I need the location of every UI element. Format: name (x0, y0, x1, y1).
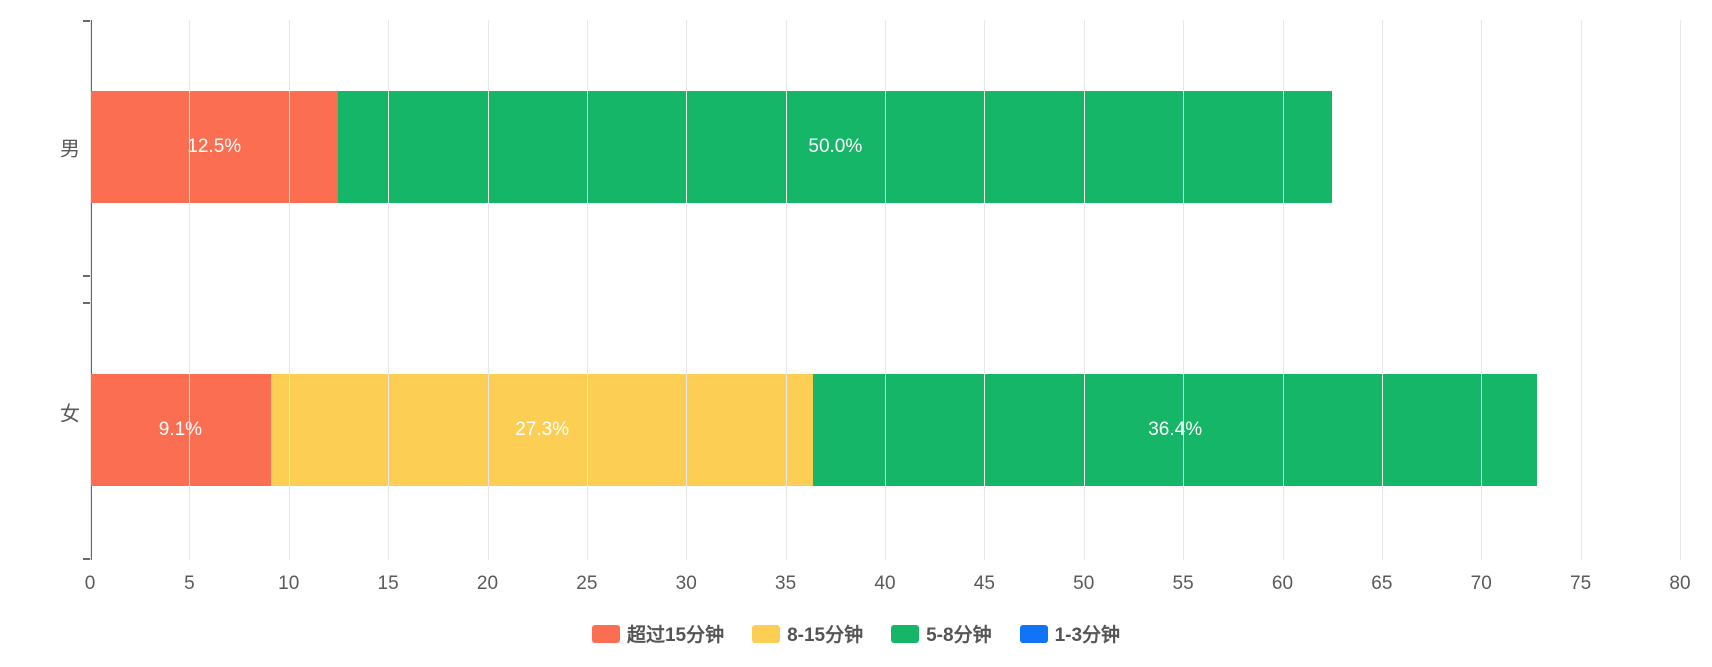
grid-line (686, 20, 687, 560)
bar-segment: 9.1% (90, 374, 271, 486)
legend-swatch (891, 625, 919, 643)
grid-line (1283, 20, 1284, 560)
y-category-label: 男 (60, 133, 80, 162)
y-category-label: 女 (60, 398, 80, 427)
x-tick-label: 55 (1173, 573, 1194, 595)
x-tick-label: 80 (1669, 573, 1690, 595)
grid-line (189, 20, 190, 560)
x-tick-label: 35 (775, 573, 796, 595)
grid-line (388, 20, 389, 560)
x-tick-label: 0 (85, 573, 96, 595)
legend-item[interactable]: 1-3分钟 (1020, 620, 1120, 647)
x-tick-label: 20 (477, 573, 498, 595)
grid-line (1481, 20, 1482, 560)
legend-label: 超过15分钟 (627, 620, 724, 647)
plot-area: 12.5%50.0% 9.1%27.3%36.4% (90, 20, 1680, 560)
grid-line (984, 20, 985, 560)
x-tick-label: 40 (874, 573, 895, 595)
legend: 超过15分钟 8-15分钟 5-8分钟 1-3分钟 (0, 620, 1712, 647)
grid-line (289, 20, 290, 560)
bar-segment: 27.3% (271, 374, 814, 486)
bar-segment: 36.4% (813, 374, 1536, 486)
y-tick (83, 20, 90, 22)
legend-swatch (592, 625, 620, 643)
grid-line (786, 20, 787, 560)
grid-line (488, 20, 489, 560)
x-tick-label: 30 (676, 573, 697, 595)
x-tick-label: 25 (576, 573, 597, 595)
x-tick-label: 5 (184, 573, 195, 595)
y-tick (83, 275, 90, 277)
x-tick-label: 65 (1371, 573, 1392, 595)
bar-row-male: 12.5%50.0% (90, 91, 1332, 203)
chart-container: 男 女 12.5%50.0% 9.1%27.3%36.4% 0 5 10 15 20 25… (0, 0, 1712, 667)
legend-label: 8-15分钟 (787, 620, 863, 647)
y-tick (83, 302, 90, 304)
legend-swatch (752, 625, 780, 643)
grid-line (1183, 20, 1184, 560)
grid-line (885, 20, 886, 560)
x-tick-label: 50 (1073, 573, 1094, 595)
grid-line (1382, 20, 1383, 560)
legend-label: 1-3分钟 (1055, 620, 1120, 647)
legend-swatch (1020, 625, 1048, 643)
x-tick-label: 10 (278, 573, 299, 595)
x-tick-label: 75 (1570, 573, 1591, 595)
legend-item[interactable]: 5-8分钟 (891, 620, 991, 647)
grid-line (587, 20, 588, 560)
bar-row-female: 9.1%27.3%36.4% (90, 374, 1537, 486)
grid-line (1581, 20, 1582, 560)
x-tick-label: 60 (1272, 573, 1293, 595)
grid-line (90, 20, 91, 560)
legend-item[interactable]: 8-15分钟 (752, 620, 863, 647)
grid-line (1084, 20, 1085, 560)
x-tick-label: 15 (378, 573, 399, 595)
x-tick-label: 45 (974, 573, 995, 595)
grid-line (1680, 20, 1681, 560)
bar-segment: 12.5% (90, 91, 338, 203)
y-tick (83, 558, 90, 560)
x-tick-label: 70 (1471, 573, 1492, 595)
legend-item[interactable]: 超过15分钟 (592, 620, 724, 647)
legend-label: 5-8分钟 (926, 620, 991, 647)
